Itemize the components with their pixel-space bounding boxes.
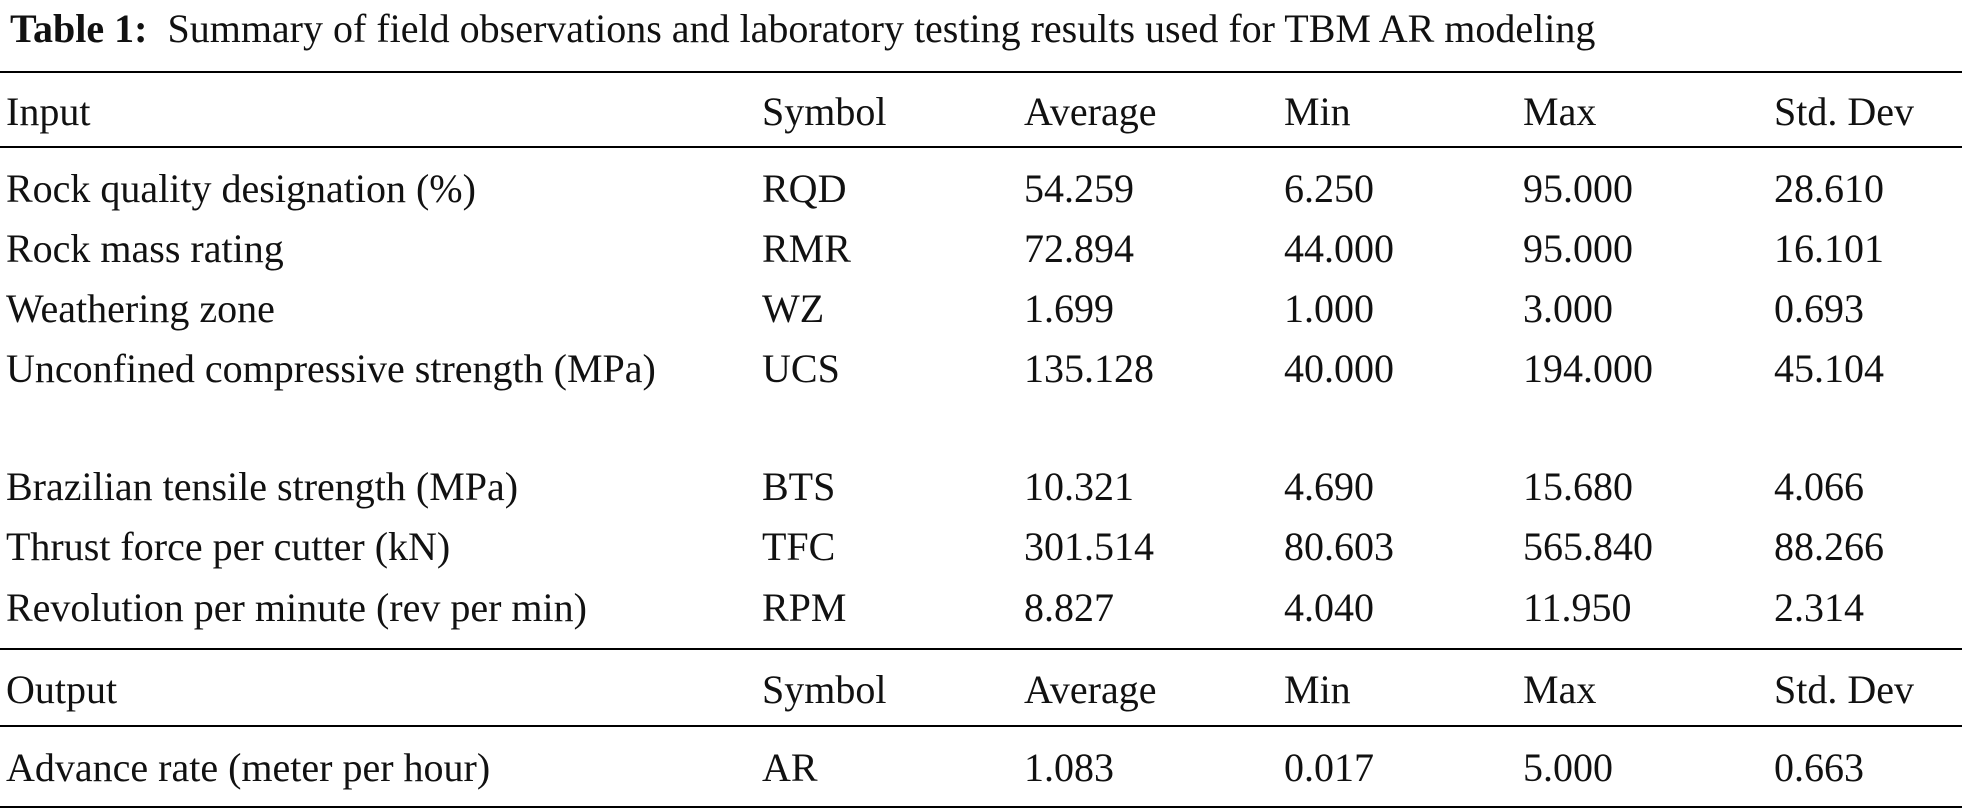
row-std-dev: 45.104 — [1774, 346, 1884, 391]
header-cell-input: Input — [6, 89, 91, 134]
row-std-dev: 4.066 — [1774, 464, 1864, 509]
row-max: 3.000 — [1523, 286, 1613, 331]
row-symbol: TFC — [762, 524, 836, 569]
row-symbol: AR — [762, 745, 818, 790]
row-symbol: WZ — [762, 286, 825, 331]
table-section-rule — [0, 648, 1962, 650]
row-symbol: RPM — [762, 585, 847, 630]
row-average: 54.259 — [1024, 166, 1134, 211]
row-symbol: RQD — [762, 166, 847, 211]
row-std-dev: 0.663 — [1774, 745, 1864, 790]
row-min: 4.690 — [1284, 464, 1374, 509]
row-symbol: RMR — [762, 226, 851, 271]
header-cell-output: Output — [6, 667, 118, 712]
table-caption-text: Summary of field observations and labora… — [167, 6, 1596, 51]
header-cell-min: Min — [1284, 667, 1351, 712]
row-min: 6.250 — [1284, 166, 1374, 211]
row-min: 80.603 — [1284, 524, 1394, 569]
header-cell-average: Average — [1024, 667, 1157, 712]
row-average: 301.514 — [1024, 524, 1154, 569]
row-std-dev: 16.101 — [1774, 226, 1884, 271]
row-min: 44.000 — [1284, 226, 1394, 271]
header-cell-min: Min — [1284, 89, 1351, 134]
row-input-name: Rock mass rating — [6, 226, 284, 271]
row-max: 95.000 — [1523, 166, 1633, 211]
row-input-name: Weathering zone — [6, 286, 275, 331]
row-std-dev: 0.693 — [1774, 286, 1864, 331]
header-cell-symbol: Symbol — [762, 667, 887, 712]
row-average: 8.827 — [1024, 585, 1114, 630]
header-cell-max: Max — [1523, 667, 1597, 712]
header-cell-symbol: Symbol — [762, 89, 887, 134]
row-max: 565.840 — [1523, 524, 1653, 569]
row-std-dev: 28.610 — [1774, 166, 1884, 211]
row-std-dev: 88.266 — [1774, 524, 1884, 569]
row-min: 1.000 — [1284, 286, 1374, 331]
row-average: 1.083 — [1024, 745, 1114, 790]
table-output-header-rule — [0, 725, 1962, 727]
row-input-name: Rock quality designation (%) — [6, 166, 476, 211]
row-symbol: UCS — [762, 346, 840, 391]
row-input-name: Unconfined compressive strength (MPa) — [6, 346, 656, 391]
header-cell-std-dev: Std. Dev — [1774, 667, 1914, 712]
header-cell-max: Max — [1523, 89, 1597, 134]
row-min: 0.017 — [1284, 745, 1374, 790]
row-input-name: Brazilian tensile strength (MPa) — [6, 464, 519, 509]
row-average: 135.128 — [1024, 346, 1154, 391]
row-input-name: Thrust force per cutter (kN) — [6, 524, 451, 569]
table-bottom-rule — [0, 806, 1962, 808]
row-max: 194.000 — [1523, 346, 1653, 391]
table-caption: Table 1: Summary of field observations a… — [10, 0, 1595, 58]
header-cell-std-dev: Std. Dev — [1774, 89, 1914, 134]
row-max: 5.000 — [1523, 745, 1613, 790]
row-max: 15.680 — [1523, 464, 1633, 509]
row-max: 11.950 — [1523, 585, 1632, 630]
header-cell-average: Average — [1024, 89, 1157, 134]
row-average: 10.321 — [1024, 464, 1134, 509]
row-min: 4.040 — [1284, 585, 1374, 630]
row-symbol: BTS — [762, 464, 836, 509]
row-average: 72.894 — [1024, 226, 1134, 271]
row-output-name: Advance rate (meter per hour) — [6, 745, 491, 790]
row-input-name: Revolution per minute (rev per min) — [6, 585, 587, 630]
table-top-rule — [0, 71, 1962, 73]
row-min: 40.000 — [1284, 346, 1394, 391]
table-header-rule — [0, 146, 1962, 148]
row-std-dev: 2.314 — [1774, 585, 1864, 630]
row-average: 1.699 — [1024, 286, 1114, 331]
table-caption-label: Table 1: — [10, 6, 148, 51]
row-max: 95.000 — [1523, 226, 1633, 271]
